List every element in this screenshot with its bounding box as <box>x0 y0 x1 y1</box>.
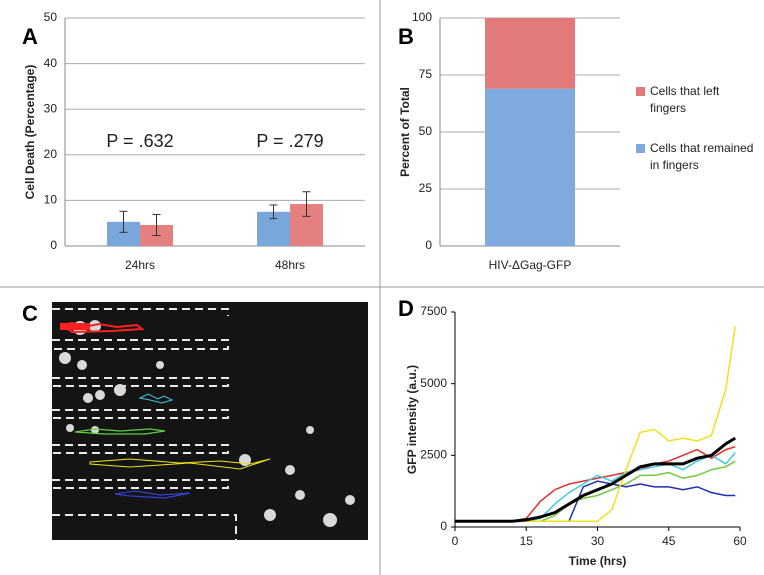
legend: Cells that left fingers Cells that remain… <box>636 83 756 175</box>
x-tick-label: 15 <box>520 534 534 548</box>
x-tick-label: 30 <box>591 534 605 548</box>
y-tick-label: 50 <box>419 124 433 138</box>
panel-label: C <box>22 301 38 326</box>
legend-label: Cells that left fingers <box>650 84 720 116</box>
legend-item: Cells that left fingers <box>636 83 756 118</box>
y-tick-label: 20 <box>44 147 58 161</box>
microscopy-image <box>52 302 368 540</box>
x-tick-label: 60 <box>733 534 747 548</box>
line <box>455 451 736 523</box>
y-tick-label: 5000 <box>420 376 447 390</box>
legend-item: Cells that remained in fingers <box>636 140 756 175</box>
x-axis-title: Time (hrs) <box>569 554 627 568</box>
panel-label: D <box>398 296 414 321</box>
x-tick-label: 45 <box>662 534 676 548</box>
legend-swatch <box>636 87 645 96</box>
annotation: P = .632 <box>106 131 173 151</box>
line <box>455 446 736 523</box>
legend-label: Cells that remained in fingers <box>650 140 754 173</box>
x-tick-label: HIV-ΔGag-GFP <box>489 258 572 272</box>
panel-label: A <box>22 24 38 49</box>
line <box>455 480 736 523</box>
y-tick-label: 50 <box>44 10 58 24</box>
line <box>455 436 737 523</box>
y-tick-label: 40 <box>44 56 58 70</box>
y-tick-label: 0 <box>440 519 447 533</box>
y-tick-label: 75 <box>419 67 433 81</box>
y-axis-title: Cell Death (Percentage) <box>23 65 37 200</box>
panel-label: B <box>398 24 414 49</box>
y-axis-title: GFP intensity (a.u.) <box>405 365 419 474</box>
y-tick-label: 30 <box>44 101 58 115</box>
bar-segment <box>485 18 575 89</box>
y-tick-label: 0 <box>50 238 57 252</box>
y-tick-label: 25 <box>419 181 433 195</box>
y-tick-label: 10 <box>44 193 58 207</box>
x-tick-label: 48hrs <box>275 258 305 272</box>
y-tick-label: 7500 <box>420 304 447 318</box>
x-tick-label: 24hrs <box>125 258 155 272</box>
x-tick-label: 0 <box>452 534 459 548</box>
y-tick-label: 100 <box>412 10 432 24</box>
annotation: P = .279 <box>256 131 323 151</box>
legend-swatch <box>636 143 645 153</box>
bar-segment <box>485 88 575 247</box>
y-tick-label: 0 <box>425 238 432 252</box>
y-axis-title: Percent of Total <box>398 87 412 177</box>
y-tick-label: 2500 <box>420 448 447 462</box>
